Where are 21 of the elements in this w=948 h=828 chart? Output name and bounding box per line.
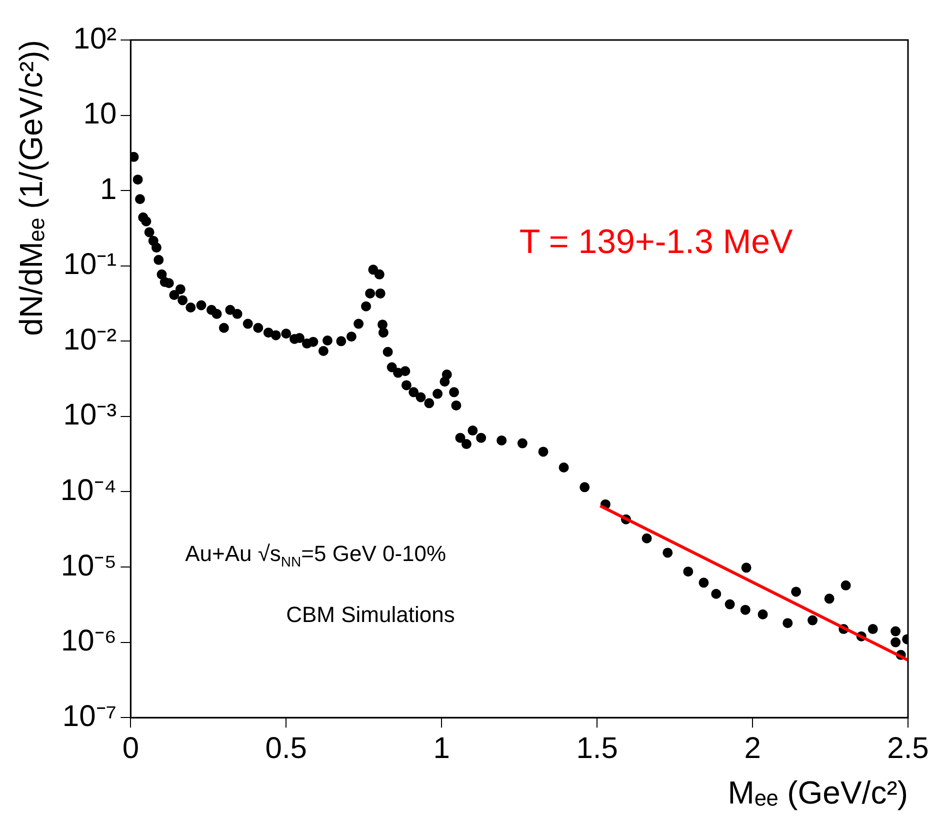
y-tick-label: 10⁻⁵ bbox=[60, 549, 117, 582]
y-tick-label: 10⁻¹ bbox=[63, 248, 117, 282]
y-tick-label: 1 bbox=[100, 172, 117, 206]
y-tick-label: 10 bbox=[83, 98, 117, 131]
x-tick-label: 0.5 bbox=[265, 732, 307, 765]
x-tick-label: 1 bbox=[433, 732, 450, 765]
y-tick-label: 10⁻⁴ bbox=[60, 474, 117, 507]
y-tick-label: 10² bbox=[73, 22, 117, 56]
x-tick-label: 0 bbox=[122, 732, 140, 765]
x-axis-title: Mₑₑ (GeV/c²) bbox=[728, 774, 908, 811]
text: T = 139+-1.3 MeV bbox=[519, 222, 793, 262]
y-tick-label: 10⁻³ bbox=[63, 398, 117, 432]
annotation: CBM Simulations bbox=[286, 602, 455, 628]
y-axis-title: dN/dMₑₑ (1/(GeV/c²)) bbox=[13, 40, 50, 336]
annotation: Au+Au √s$_{NN}$=5 GeV 0-10% bbox=[185, 541, 446, 570]
x-tick-label: 2.5 bbox=[887, 732, 929, 765]
y-tick-label: 10⁻⁷ bbox=[62, 700, 117, 733]
y-tick-label: 10⁻² bbox=[63, 323, 117, 356]
x-tick-label: 2 bbox=[744, 732, 761, 765]
y-tick-label: 10⁻⁶ bbox=[60, 624, 117, 658]
x-tick-label: 1.5 bbox=[576, 732, 618, 765]
